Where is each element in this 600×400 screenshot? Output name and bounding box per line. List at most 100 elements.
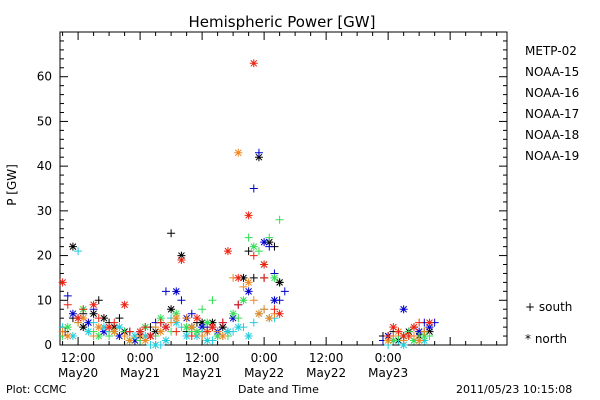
- north-point: [234, 273, 243, 282]
- north-point: [399, 332, 408, 341]
- north-point: [270, 296, 279, 305]
- north-point: [172, 318, 181, 327]
- north-point: [68, 242, 77, 251]
- north-point: [151, 327, 160, 336]
- north-point: [84, 327, 93, 336]
- south-point: [254, 247, 263, 256]
- y-tick-label: 50: [37, 114, 52, 128]
- north-point: [161, 336, 170, 345]
- north-point: [187, 323, 196, 332]
- south-point: [260, 273, 269, 282]
- x-tick-date-label: May22: [244, 366, 284, 380]
- north-point: [167, 305, 176, 314]
- north-point: [99, 314, 108, 323]
- legend-entry: NOAA-18: [525, 128, 579, 142]
- footer-credit: Plot: CCMC: [6, 383, 67, 396]
- north-point: [115, 323, 124, 332]
- north-point: [265, 314, 274, 323]
- x-tick-label: 0:00: [127, 351, 154, 365]
- south-point: [244, 247, 253, 256]
- south-point: [187, 332, 196, 341]
- north-point: [270, 273, 279, 282]
- north-point: [244, 211, 253, 220]
- south-point: [275, 215, 284, 224]
- y-axis: 0 10 20 30 40 50 60: [37, 40, 507, 352]
- north-point: [409, 323, 418, 332]
- north-point: [177, 256, 186, 265]
- y-axis-label: P [GW]: [5, 164, 19, 206]
- north-point: [172, 287, 181, 296]
- legend-entry: NOAA-16: [525, 86, 579, 100]
- north-point: [151, 341, 160, 349]
- chart-title: Hemispheric Power [GW]: [189, 13, 376, 31]
- north-point: [182, 332, 191, 341]
- north-point: [105, 323, 114, 332]
- north-point: [79, 323, 88, 332]
- north-point: [229, 309, 238, 318]
- x-tick-label: 0:00: [375, 351, 402, 365]
- south-point: [218, 318, 227, 327]
- legend-south-marker: + south: [525, 300, 572, 314]
- north-point: [120, 300, 129, 309]
- south-point: [161, 287, 170, 296]
- south-point: [63, 300, 72, 309]
- north-point: [84, 318, 93, 327]
- y-tick-label: 0: [44, 338, 52, 352]
- north-point: [275, 278, 284, 287]
- x-tick-label: 0:00: [251, 351, 278, 365]
- north-point: [420, 336, 429, 345]
- south-point: [110, 318, 119, 327]
- north-point: [192, 327, 201, 336]
- south-point: [420, 327, 429, 336]
- north-point: [89, 309, 98, 318]
- north-point: [172, 309, 181, 318]
- x-axis-label: Date and Time: [238, 383, 319, 396]
- legend-entry: NOAA-19: [525, 149, 579, 163]
- south-point: [249, 296, 258, 305]
- y-tick-label: 30: [37, 204, 52, 218]
- south-point: [254, 148, 263, 157]
- south-point: [182, 314, 191, 323]
- south-point: [203, 327, 212, 336]
- north-point: [208, 323, 217, 332]
- north-point: [239, 296, 248, 305]
- north-point: [177, 251, 186, 260]
- south-point: [415, 318, 424, 327]
- legend-entry: NOAA-15: [525, 65, 579, 79]
- north-point: [218, 332, 227, 341]
- north-point: [249, 59, 258, 68]
- north-point: [203, 336, 212, 345]
- south-point: [105, 332, 114, 341]
- south-point: [234, 300, 243, 309]
- north-point: [146, 332, 155, 341]
- north-point: [94, 323, 103, 332]
- south-point: [249, 318, 258, 327]
- south-point: [265, 242, 274, 251]
- south-point: [239, 282, 248, 291]
- south-point: [280, 287, 289, 296]
- south-point: [394, 327, 403, 336]
- north-point: [244, 332, 253, 341]
- south-point: [58, 327, 67, 336]
- north-point: [234, 148, 243, 157]
- south-point: [249, 251, 258, 260]
- north-point: [249, 242, 258, 251]
- south-point: [270, 305, 279, 314]
- south-point: [167, 229, 176, 238]
- north-point: [99, 327, 108, 336]
- north-point: [389, 323, 398, 332]
- north-point: [125, 336, 134, 345]
- south-point: [384, 332, 393, 341]
- north-point: [192, 314, 201, 323]
- north-point: [99, 323, 108, 332]
- north-point: [399, 305, 408, 314]
- south-point: [151, 323, 160, 332]
- y-tick-label: 20: [37, 249, 52, 263]
- north-point: [415, 336, 424, 345]
- north-point: [192, 332, 201, 341]
- x-tick-date-label: May20: [58, 366, 98, 380]
- x-axis: 12:00May200:00May2112:00May210:00May2212…: [58, 32, 498, 380]
- north-point: [384, 336, 393, 345]
- north-point: [244, 287, 253, 296]
- north-point: [239, 273, 248, 282]
